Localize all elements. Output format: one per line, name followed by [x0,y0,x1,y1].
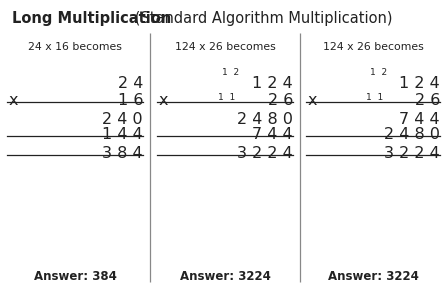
Text: Long Multiplication: Long Multiplication [12,11,171,26]
Text: 7 4 4: 7 4 4 [252,127,293,142]
Text: 3 2 2 4: 3 2 2 4 [237,146,293,161]
Text: 3 8 4: 3 8 4 [103,146,143,161]
Text: 2 4: 2 4 [118,76,143,91]
Text: Answer: 384: Answer: 384 [34,270,116,283]
Text: 1 6: 1 6 [117,93,143,108]
Text: 2 6: 2 6 [415,93,440,108]
Text: 2 4 0: 2 4 0 [103,112,143,127]
Text: (Standard Algorithm Multiplication): (Standard Algorithm Multiplication) [130,11,392,26]
Text: 2 6: 2 6 [267,93,293,108]
Text: 1 2 4: 1 2 4 [399,76,440,91]
Text: x: x [159,93,168,108]
Text: 2 4 8 0: 2 4 8 0 [384,127,440,142]
Text: 124 x 26 becomes: 124 x 26 becomes [323,42,423,52]
Text: 7 4 4: 7 4 4 [399,112,440,127]
Text: Answer: 3224: Answer: 3224 [180,270,271,283]
Text: 1  1: 1 1 [366,92,383,101]
Text: x: x [9,93,18,108]
Text: 1  2: 1 2 [223,68,240,77]
Text: Answer: 3224: Answer: 3224 [327,270,418,283]
Text: 1  2: 1 2 [370,68,388,77]
Text: 124 x 26 becomes: 124 x 26 becomes [175,42,276,52]
Text: 3 2 2 4: 3 2 2 4 [384,146,440,161]
Text: 1 4 4: 1 4 4 [102,127,143,142]
Text: 24 x 16 becomes: 24 x 16 becomes [28,42,122,52]
Text: 1 2 4: 1 2 4 [252,76,293,91]
Text: 1  1: 1 1 [218,92,236,101]
Text: 2 4 8 0: 2 4 8 0 [237,112,293,127]
Text: x: x [308,93,318,108]
